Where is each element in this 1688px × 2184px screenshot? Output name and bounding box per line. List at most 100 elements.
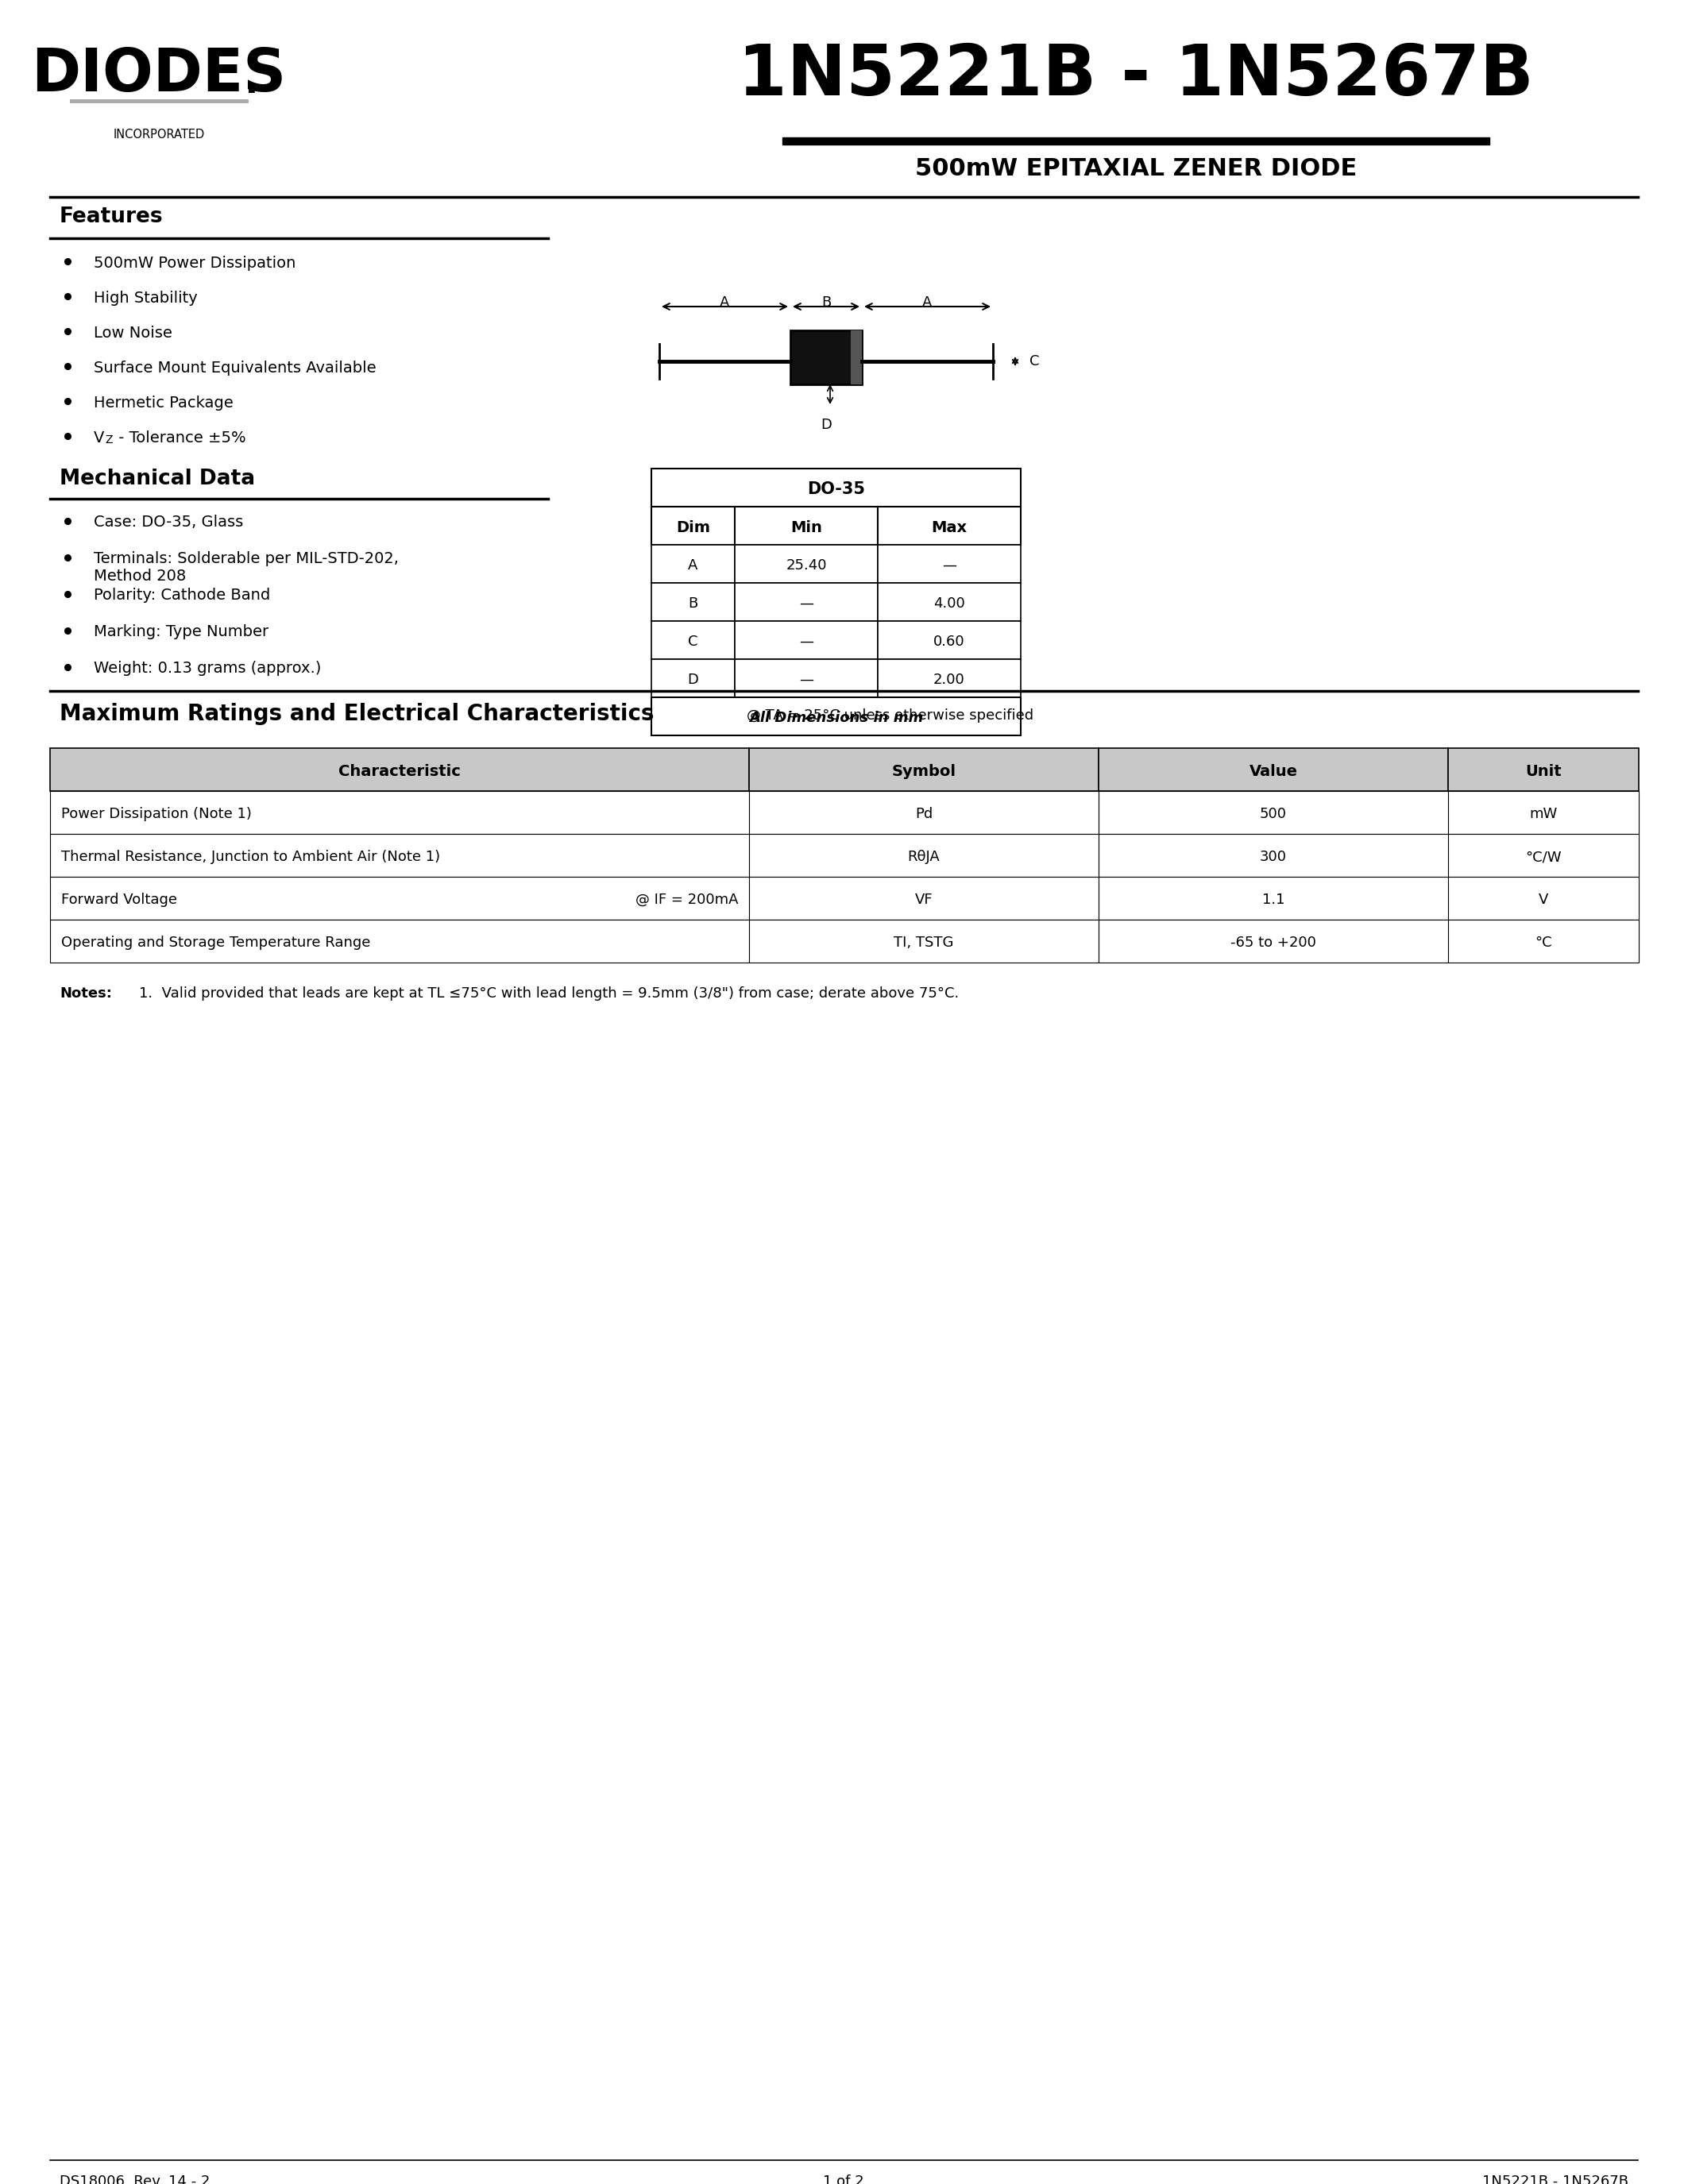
Text: Unit: Unit [1526, 764, 1561, 780]
Text: Dim: Dim [675, 520, 711, 535]
Text: 0.60: 0.60 [933, 636, 966, 649]
Text: Notes:: Notes: [59, 987, 111, 1000]
Text: Hermetic Package: Hermetic Package [95, 395, 233, 411]
Text: A: A [922, 295, 932, 310]
Text: @ IF = 200mA: @ IF = 200mA [635, 893, 738, 906]
Bar [652, 620, 734, 660]
Bar [1099, 749, 1448, 791]
Text: Features: Features [59, 207, 164, 227]
Text: —: — [798, 673, 814, 688]
Bar [790, 330, 863, 384]
Text: °C/W: °C/W [1526, 850, 1561, 865]
Text: C: C [689, 636, 699, 649]
Bar [652, 660, 734, 697]
Text: Symbol: Symbol [891, 764, 955, 780]
Bar [1448, 876, 1639, 919]
Text: 300: 300 [1259, 850, 1286, 865]
Bar [51, 834, 749, 876]
Text: B: B [822, 295, 830, 310]
Bar [734, 660, 878, 697]
Text: Maximum Ratings and Electrical Characteristics: Maximum Ratings and Electrical Character… [59, 703, 655, 725]
Text: All Dimensions in mm: All Dimensions in mm [749, 710, 923, 725]
Text: —: — [942, 559, 957, 572]
Text: D: D [687, 673, 699, 688]
Text: TI, TSTG: TI, TSTG [895, 935, 954, 950]
Text: Marking: Type Number: Marking: Type Number [95, 625, 268, 640]
Text: °C: °C [1534, 935, 1551, 950]
Text: —: — [798, 636, 814, 649]
Text: RθJA: RθJA [908, 850, 940, 865]
Text: Max: Max [932, 520, 967, 535]
Text: A: A [689, 559, 699, 572]
Text: Pd: Pd [915, 806, 933, 821]
Text: 25.40: 25.40 [787, 559, 827, 572]
Text: DS18006  Rev. 14 - 2: DS18006 Rev. 14 - 2 [59, 2175, 209, 2184]
Text: Operating and Storage Temperature Range: Operating and Storage Temperature Range [61, 935, 370, 950]
Bar [749, 834, 1099, 876]
Text: V: V [1538, 893, 1548, 906]
Text: 500mW EPITAXIAL ZENER DIODE: 500mW EPITAXIAL ZENER DIODE [915, 157, 1357, 181]
Bar [652, 697, 1021, 736]
Text: DIODES: DIODES [32, 46, 287, 105]
Bar [51, 876, 749, 919]
Text: 1.1: 1.1 [1263, 893, 1285, 906]
Text: Characteristic: Characteristic [338, 764, 461, 780]
Text: DO-35: DO-35 [807, 480, 864, 498]
Text: Value: Value [1249, 764, 1298, 780]
Text: —: — [798, 596, 814, 612]
Bar [851, 330, 863, 384]
Text: Terminals: Solderable per MIL-STD-202,: Terminals: Solderable per MIL-STD-202, [95, 550, 398, 566]
Bar [1099, 791, 1448, 834]
Bar [1448, 834, 1639, 876]
Bar [652, 470, 1021, 507]
Text: 500: 500 [1259, 806, 1286, 821]
Bar [51, 791, 749, 834]
Bar [749, 919, 1099, 963]
Text: VF: VF [915, 893, 933, 906]
Text: Z: Z [105, 435, 113, 446]
Text: 1N5221B - 1N5267B: 1N5221B - 1N5267B [738, 41, 1534, 111]
Text: C: C [1030, 354, 1040, 369]
Text: Weight: 0.13 grams (approx.): Weight: 0.13 grams (approx.) [95, 662, 321, 675]
Text: Low Noise: Low Noise [95, 325, 172, 341]
Bar [734, 620, 878, 660]
Text: 1N5221B - 1N5267B: 1N5221B - 1N5267B [1482, 2175, 1629, 2184]
Text: 500mW Power Dissipation: 500mW Power Dissipation [95, 256, 295, 271]
Text: V: V [95, 430, 105, 446]
Text: Mechanical Data: Mechanical Data [59, 470, 255, 489]
Bar [783, 138, 1489, 144]
Text: @ TA = 25°C unless otherwise specified: @ TA = 25°C unless otherwise specified [746, 708, 1033, 723]
Text: mW: mW [1529, 806, 1558, 821]
Bar [1099, 919, 1448, 963]
Text: -65 to +200: -65 to +200 [1231, 935, 1317, 950]
Bar [749, 749, 1099, 791]
Bar [749, 876, 1099, 919]
Text: .: . [243, 48, 262, 105]
Text: 4.00: 4.00 [933, 596, 966, 612]
Bar [1448, 919, 1639, 963]
Bar [1099, 834, 1448, 876]
Text: High Stability: High Stability [95, 290, 197, 306]
Text: A: A [719, 295, 729, 310]
Bar [734, 583, 878, 620]
Text: Thermal Resistance, Junction to Ambient Air (Note 1): Thermal Resistance, Junction to Ambient … [61, 850, 441, 865]
Text: Min: Min [790, 520, 822, 535]
Bar [652, 583, 734, 620]
Text: - Tolerance ±5%: - Tolerance ±5% [113, 430, 246, 446]
Bar [652, 544, 734, 583]
Text: Surface Mount Equivalents Available: Surface Mount Equivalents Available [95, 360, 376, 376]
Bar [878, 507, 1021, 544]
Text: 2.00: 2.00 [933, 673, 966, 688]
Bar [878, 544, 1021, 583]
Text: B: B [689, 596, 697, 612]
Text: Polarity: Cathode Band: Polarity: Cathode Band [95, 587, 270, 603]
Bar [1448, 749, 1639, 791]
Text: INCORPORATED: INCORPORATED [113, 129, 204, 140]
Bar [878, 620, 1021, 660]
Bar [878, 660, 1021, 697]
Text: 1 of 2: 1 of 2 [824, 2175, 864, 2184]
Bar [51, 749, 749, 791]
Bar [652, 507, 734, 544]
Text: Case: DO-35, Glass: Case: DO-35, Glass [95, 515, 243, 531]
Bar [734, 507, 878, 544]
